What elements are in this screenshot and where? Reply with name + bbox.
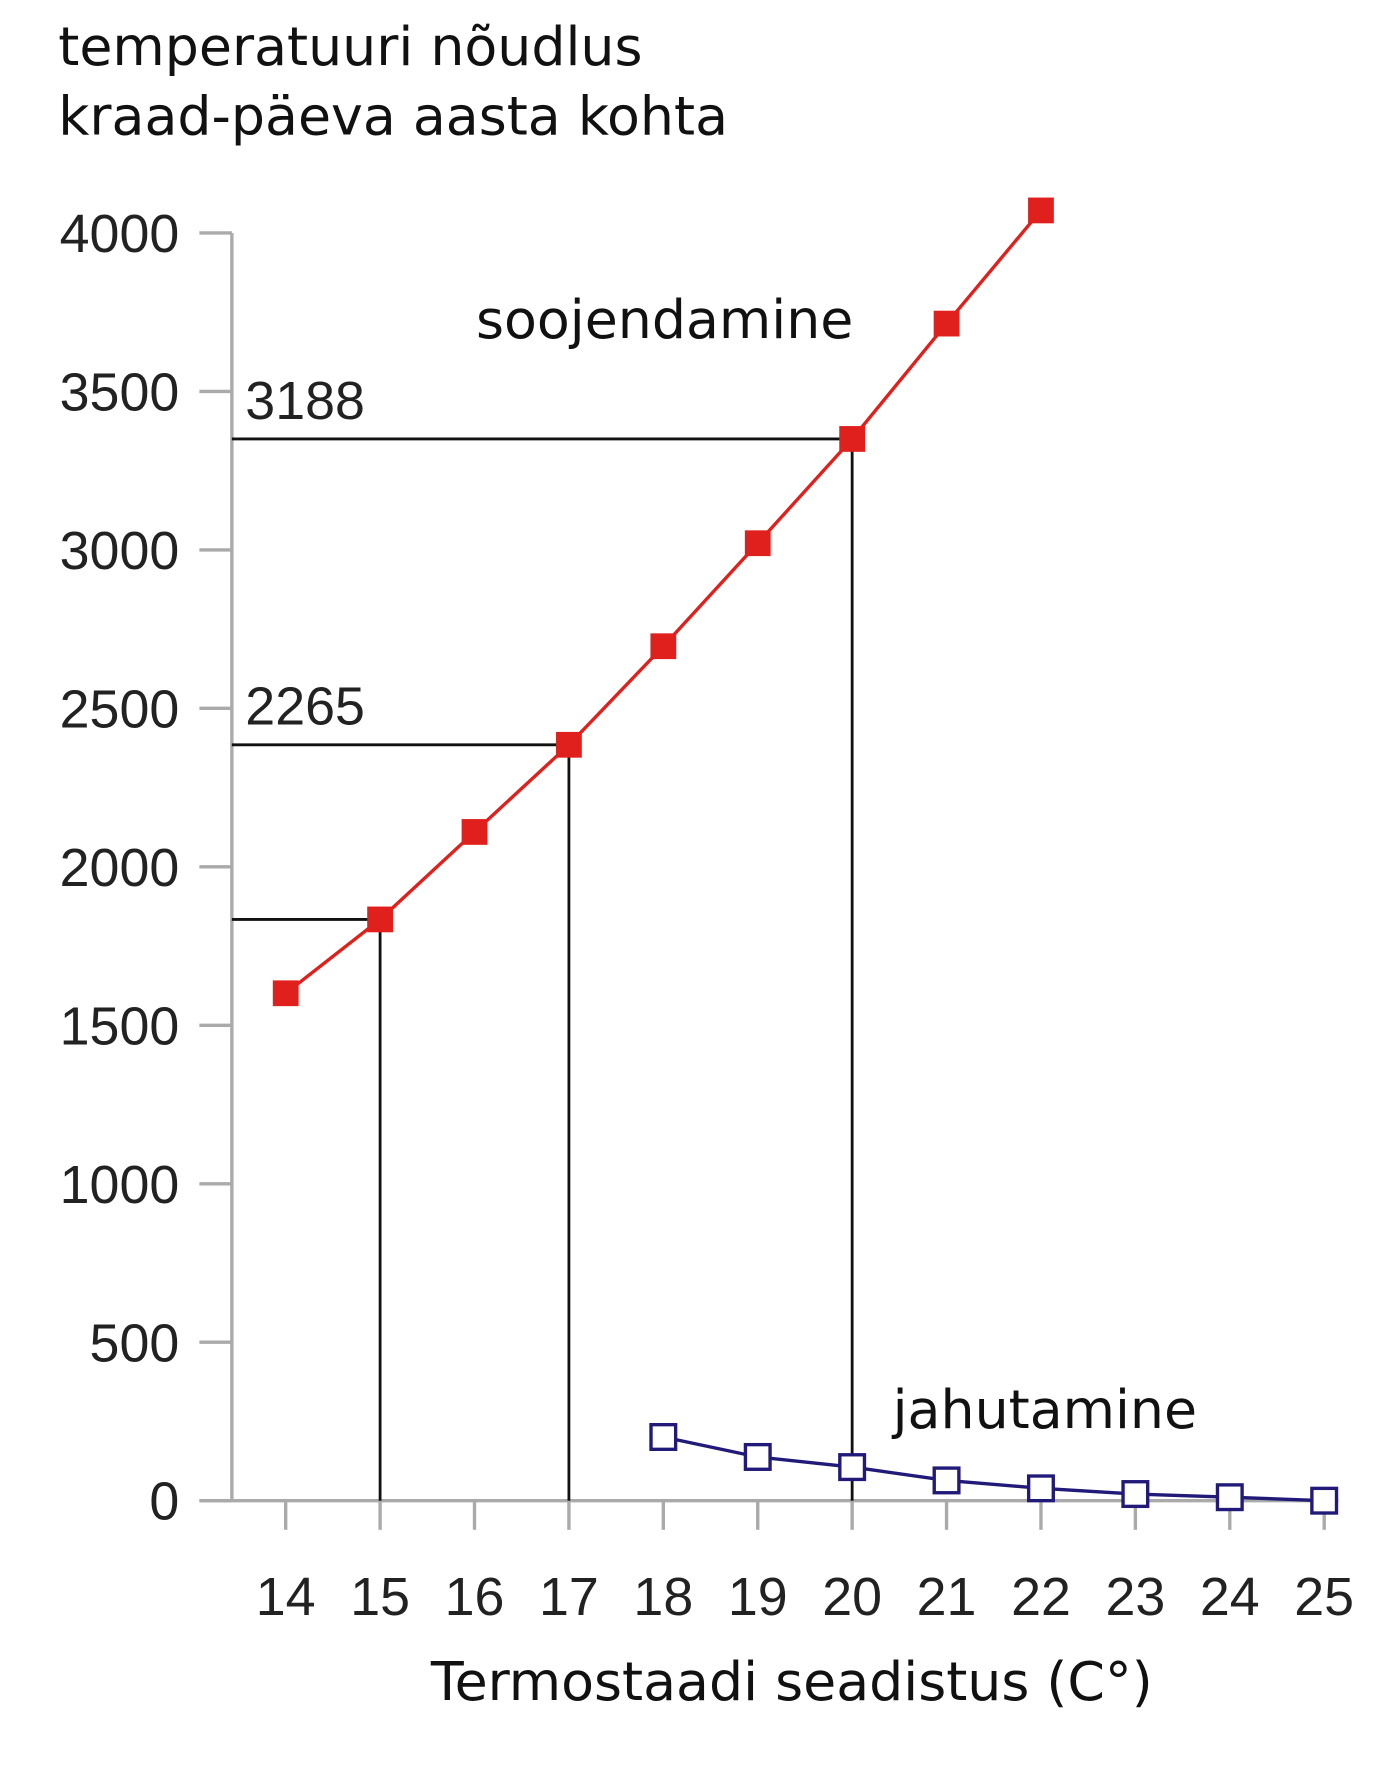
marker	[744, 530, 771, 557]
x-tick-label: 16	[445, 1567, 505, 1627]
marker	[650, 633, 677, 660]
x-tick-label: 24	[1200, 1567, 1260, 1627]
guide-label: 3188	[245, 371, 365, 431]
marker	[556, 731, 582, 758]
marker	[932, 1466, 961, 1495]
x-tick-label: 15	[350, 1567, 410, 1627]
y-label-line: temperatuuri nõudlus	[58, 15, 642, 78]
y-tick-label: 1000	[60, 1155, 180, 1215]
y-tick-label: 2000	[60, 838, 180, 898]
y-tick-label: 3500	[60, 362, 180, 422]
y-tick-label: 2500	[60, 679, 180, 739]
marker	[1310, 1486, 1339, 1515]
marker	[1121, 1480, 1150, 1509]
series-label: jahutamine	[892, 1378, 1197, 1441]
x-tick-label: 23	[1105, 1567, 1165, 1627]
x-tick-label: 19	[728, 1567, 788, 1627]
marker	[743, 1442, 772, 1471]
x-tick-label: 22	[1011, 1567, 1071, 1627]
x-tick-label: 21	[917, 1567, 977, 1627]
marker	[933, 310, 960, 337]
marker	[1215, 1483, 1244, 1512]
marker	[649, 1422, 678, 1451]
y-tick-label: 3000	[60, 521, 180, 581]
x-tick-label: 14	[256, 1567, 316, 1627]
series-label: soojendamine	[476, 288, 853, 351]
y-tick-label: 4000	[60, 204, 180, 264]
guide-label: 2265	[245, 677, 365, 737]
marker	[1028, 197, 1054, 224]
marker	[1026, 1474, 1055, 1503]
marker	[367, 906, 393, 933]
marker	[839, 426, 866, 452]
y-label-line: kraad-päeva aasta kohta	[58, 84, 728, 147]
marker	[838, 1453, 867, 1482]
y-tick-label: 500	[90, 1313, 180, 1373]
x-tick-label: 18	[633, 1567, 693, 1627]
x-axis-label: Termostaadi seadistus (C°)	[430, 1650, 1153, 1713]
marker	[461, 819, 488, 845]
x-tick-label: 17	[539, 1567, 599, 1627]
marker	[272, 980, 299, 1007]
x-tick-label: 20	[822, 1567, 882, 1627]
y-tick-label: 0	[149, 1472, 179, 1532]
y-tick-label: 1500	[60, 996, 180, 1056]
series-line	[662, 1435, 1325, 1503]
x-tick-label: 25	[1294, 1567, 1354, 1627]
